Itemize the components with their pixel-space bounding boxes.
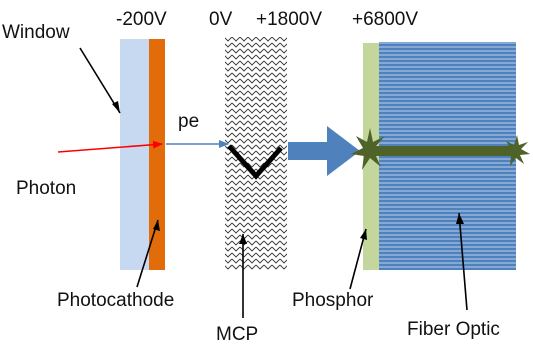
photocathode-pointer: [136, 219, 159, 288]
photocathode-layer: [149, 39, 165, 270]
label-window: Window: [2, 22, 70, 43]
light-output-bar: [365, 146, 517, 156]
label-mcp: MCP: [216, 324, 258, 345]
voltage-mcp-in: 0V: [209, 9, 233, 30]
voltage-photocathode: -200V: [116, 9, 167, 30]
fiber-optic-pointer: [458, 212, 468, 311]
window-layer: [120, 39, 149, 270]
amplified-beam-arrow: [288, 126, 360, 176]
electron-cascade: [227, 144, 283, 180]
label-fiber-optic: Fiber Optic: [407, 319, 500, 340]
label-photon: Photon: [16, 178, 76, 199]
starburst-icon: [351, 128, 388, 170]
voltage-mcp-out: +1800V: [256, 9, 322, 30]
starburst-icon: [503, 135, 530, 166]
label-phosphor: Phosphor: [292, 290, 374, 311]
window-pointer: [79, 47, 121, 114]
photon-ray: [57, 140, 163, 153]
phosphor-pointer: [349, 228, 367, 290]
label-pe: pe: [178, 111, 199, 132]
label-photocathode: Photocathode: [57, 290, 174, 311]
voltage-phosphor: +6800V: [352, 9, 418, 30]
